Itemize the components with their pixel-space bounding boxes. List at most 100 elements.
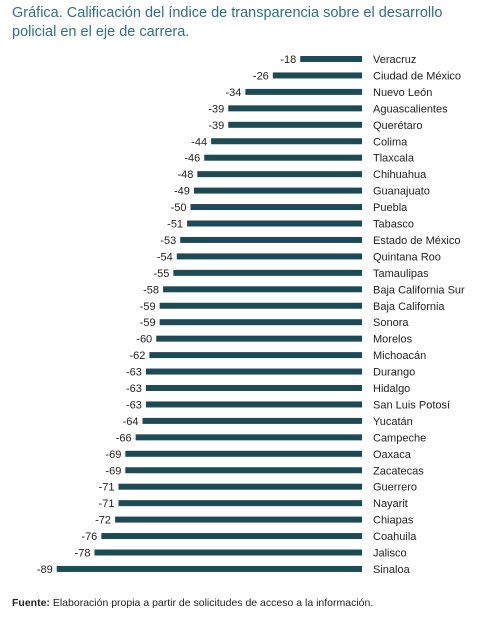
bar: [94, 549, 363, 556]
data-label: -66: [116, 432, 132, 444]
bar: [159, 302, 362, 309]
category-label: Veracruz: [373, 54, 416, 66]
category-label: Coahuila: [373, 531, 417, 543]
data-label: -26: [253, 70, 269, 82]
source-note: Fuente: Elaboración propia a partir de s…: [12, 597, 373, 609]
category-label: Morelos: [373, 334, 413, 346]
bar: [176, 253, 362, 260]
category-label: Baja California Sur: [373, 284, 465, 296]
category-label: Chiapas: [373, 515, 414, 527]
category-label: Campeche: [373, 432, 426, 444]
data-label: -69: [105, 449, 121, 461]
category-label: Quintana Roo: [373, 251, 441, 263]
category-label: Tlaxcala: [373, 153, 415, 165]
bar: [180, 236, 362, 243]
category-label: Aguascalientes: [373, 103, 448, 115]
bar: [118, 500, 362, 507]
category-label: Tamaulipas: [373, 268, 429, 280]
data-label: -48: [177, 169, 193, 181]
bar: [173, 269, 362, 276]
bar: [193, 187, 362, 194]
source-text: Elaboración propia a partir de solicitud…: [49, 597, 374, 609]
bar: [149, 352, 362, 359]
data-label: -49: [174, 186, 190, 198]
category-label: Estado de México: [373, 235, 460, 247]
data-label: -39: [208, 120, 224, 132]
data-label: -69: [105, 465, 121, 477]
data-label: -63: [126, 367, 142, 379]
bar: [101, 533, 362, 540]
bar: [300, 56, 362, 62]
data-label: -72: [95, 515, 111, 527]
category-label: Michoacán: [373, 350, 426, 362]
data-label: -50: [171, 202, 187, 214]
bar: [156, 335, 362, 342]
data-label: -34: [225, 87, 241, 99]
category-label: Sinaloa: [373, 564, 411, 576]
bar: [163, 286, 362, 293]
data-label: -46: [184, 153, 200, 165]
data-label: -64: [123, 416, 139, 428]
data-label: -76: [81, 531, 97, 543]
category-label: Zacatecas: [373, 465, 424, 477]
category-label: Nuevo León: [373, 87, 432, 99]
bar: [187, 220, 362, 227]
bar: [272, 72, 362, 79]
bar: [228, 105, 362, 112]
bar: [145, 385, 362, 391]
category-label: Querétaro: [373, 120, 423, 132]
bar: [245, 88, 362, 95]
data-label: -62: [129, 350, 145, 362]
category-label: Sonora: [373, 317, 409, 329]
data-label: -63: [126, 399, 142, 411]
category-label: Durango: [373, 367, 415, 379]
bar-chart: -18 Veracruz -26 Ciudad de México -34 Nuevo L…: [37, 54, 465, 576]
category-label: Chihuahua: [373, 169, 427, 181]
data-label: -71: [99, 482, 115, 494]
bar: [142, 417, 362, 424]
data-label: -55: [153, 268, 169, 280]
data-label: -60: [136, 334, 152, 346]
category-label: Colima: [373, 136, 408, 148]
data-label: -18: [280, 54, 296, 66]
bar: [115, 516, 362, 523]
bar: [190, 204, 362, 211]
bar: [145, 401, 362, 408]
data-label: -44: [191, 136, 207, 148]
data-label: -59: [140, 317, 156, 329]
data-label: -53: [160, 235, 176, 247]
chart-title: Gráfica. Calificación del índice de tran…: [12, 5, 443, 40]
data-label: -54: [157, 251, 173, 263]
category-label: Tabasco: [373, 219, 414, 231]
data-label: -71: [99, 498, 115, 510]
bar: [145, 368, 362, 375]
category-label: Baja California: [373, 301, 445, 313]
bar: [211, 138, 362, 145]
category-label: Oaxaca: [373, 449, 412, 461]
bar: [56, 565, 362, 572]
data-label: -51: [167, 219, 183, 231]
data-label: -63: [126, 383, 142, 395]
category-label: Jalisco: [373, 548, 407, 560]
category-label: San Luis Potosí: [373, 399, 450, 411]
bar: [125, 467, 362, 474]
bar: [204, 154, 362, 161]
data-label: -39: [208, 103, 224, 115]
bar: [159, 319, 362, 326]
category-label: Puebla: [373, 202, 408, 214]
bar: [135, 434, 362, 441]
bar: [197, 171, 362, 178]
data-label: -58: [143, 284, 159, 296]
bar: [125, 450, 362, 457]
category-label: Guanajuato: [373, 186, 430, 198]
category-label: Yucatán: [373, 416, 413, 428]
category-label: Hidalgo: [373, 383, 410, 395]
bar: [118, 483, 362, 490]
category-label: Nayarit: [373, 498, 408, 510]
bar: [228, 121, 362, 128]
data-label: -59: [140, 301, 156, 313]
data-label: -89: [37, 564, 53, 576]
category-label: Guerrero: [373, 482, 417, 494]
category-label: Ciudad de México: [373, 70, 461, 82]
source-label: Fuente:: [12, 597, 50, 609]
